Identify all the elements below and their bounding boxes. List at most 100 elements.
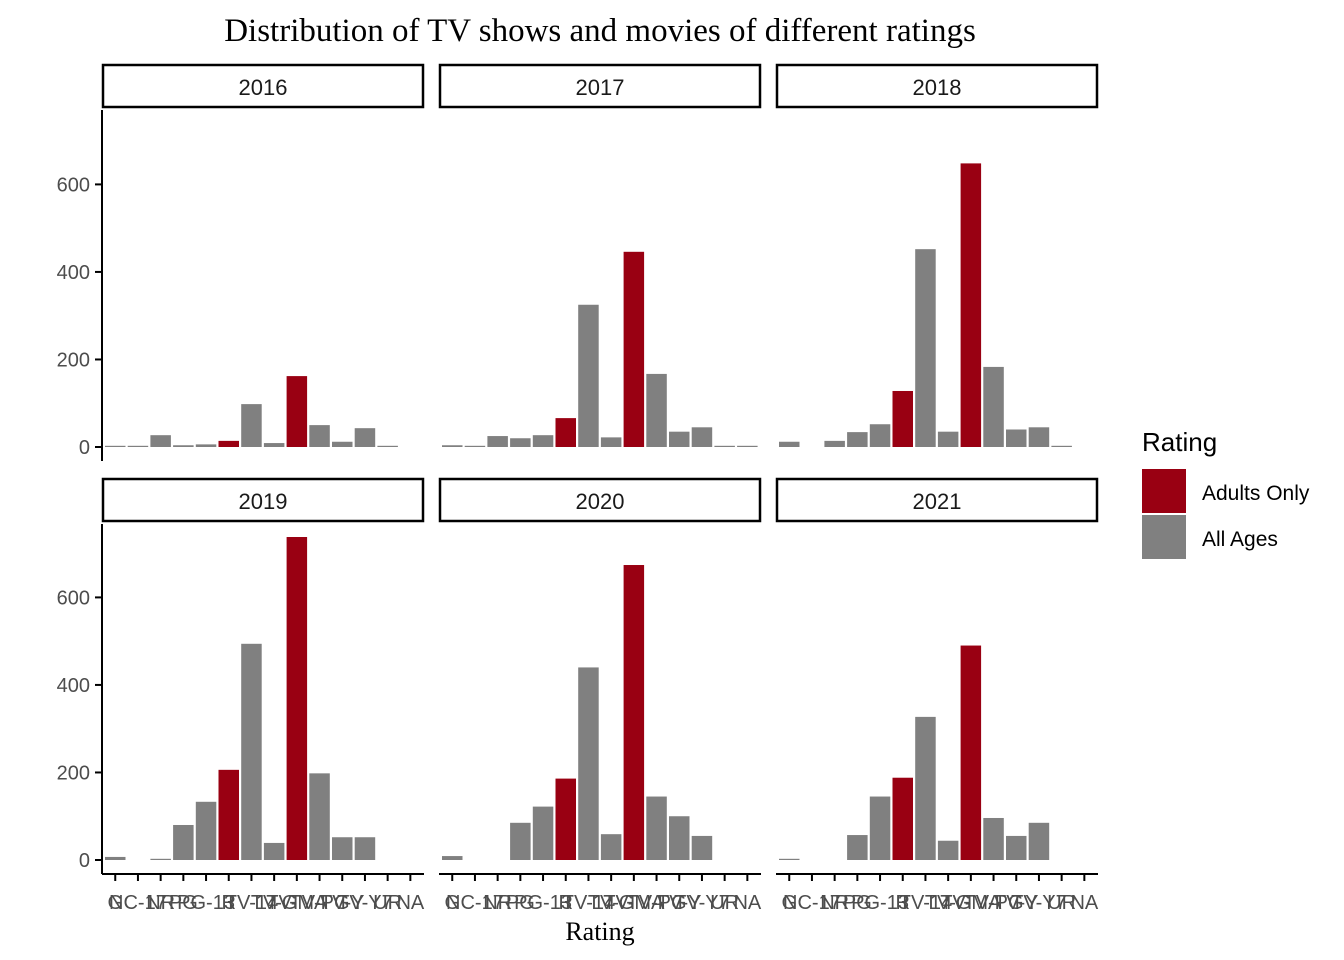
x-tick-label: UR	[373, 892, 402, 914]
x-tick-label: NC-17	[446, 892, 504, 914]
bar-2019-PG-13	[195, 801, 217, 860]
bar-2017-NC-17	[464, 445, 486, 447]
x-tick-label: NR	[483, 892, 512, 914]
bar-2018-TV-G	[937, 431, 959, 447]
x-tick-label: TV-14	[562, 892, 615, 914]
x-tick-label: UR	[1047, 892, 1076, 914]
bar-2019-PG	[173, 824, 194, 860]
facet-panel-2021: 2021 GNC-17NRPGPG-13RTV-14TV-GTV-MATV-PGT…	[775, 477, 1099, 914]
bar-2021-PG-13	[869, 796, 891, 860]
x-tick-label: PG	[506, 892, 535, 914]
facet-strip-label: 2021	[913, 489, 962, 514]
bar-2017-TV-G	[600, 437, 622, 447]
y-tick-label: 0	[79, 437, 90, 459]
x-tick-label: G	[781, 892, 797, 914]
x-tick-label: TV-Y7	[674, 892, 730, 914]
bar-2021-TV-G	[937, 840, 959, 860]
bar-2017-UR	[714, 445, 735, 447]
x-tick-label: R	[896, 892, 910, 914]
x-tick-label: TV-G	[925, 892, 972, 914]
x-tick-label: TV-MA	[266, 892, 328, 914]
bar-2016-PG-13	[195, 444, 217, 447]
bar-2021-TV-Y	[1006, 835, 1027, 860]
bar-2016-TV-Y	[332, 441, 353, 447]
bar-2020-TV-G	[600, 834, 622, 860]
bar-2017-TV-14	[578, 304, 599, 447]
bar-2016-TV-PG	[309, 425, 330, 447]
bar-2018-TV-Y	[1006, 429, 1027, 447]
bar-2016-R	[218, 440, 239, 447]
bar-2021-TV-MA	[960, 645, 982, 860]
bar-2018-NR	[824, 440, 845, 447]
bar-2020-TV-Y	[669, 816, 690, 860]
facet-strip-label: 2017	[576, 75, 625, 100]
facet-strip-label: 2018	[913, 75, 962, 100]
bar-2017-TV-Y7	[691, 427, 713, 447]
x-tick-label: G	[444, 892, 460, 914]
x-tick-label: PG-13	[514, 892, 572, 914]
x-tick-label: R	[559, 892, 573, 914]
facet-strip	[101, 477, 425, 523]
facet-strip	[775, 477, 1099, 523]
bar-2019-R	[218, 769, 239, 860]
bar-2018-R	[892, 390, 913, 447]
bar-2018-TV-PG	[983, 366, 1004, 447]
bar-2016-TV-G	[263, 443, 285, 447]
bar-2016-TV-Y7	[354, 428, 376, 447]
facet-strip	[775, 63, 1099, 109]
bar-2019-TV-Y	[332, 837, 353, 860]
x-tick-label: TV-PG	[627, 892, 687, 914]
bar-2020-R	[555, 778, 576, 860]
bar-2019-TV-MA	[286, 537, 308, 860]
bar-2021-TV-PG	[983, 817, 1004, 860]
bar-2018-TV-14	[915, 249, 936, 447]
bar-2017-NR	[487, 436, 508, 447]
x-tick-label: PG-13	[851, 892, 909, 914]
bar-2019-TV-PG	[309, 773, 330, 860]
x-axis-title: Rating	[565, 917, 634, 946]
bar-2017-TV-Y	[669, 431, 690, 447]
bar-2016-TV-14	[241, 404, 262, 447]
bar-2018-PG	[847, 432, 868, 447]
bar-2016-G	[105, 445, 126, 447]
legend-label: All Ages	[1202, 528, 1278, 551]
x-tick-label: R	[222, 892, 236, 914]
legend-title: Rating	[1142, 427, 1217, 457]
bar-2020-PG-13	[532, 806, 554, 860]
bar-2017-TV-PG	[646, 373, 667, 447]
bar-2018-G	[779, 441, 800, 447]
bar-2018-UR	[1051, 445, 1072, 447]
bar-2019-TV-G	[263, 842, 285, 860]
x-tick-label: TV-Y7	[337, 892, 393, 914]
x-tick-label: TV-14	[899, 892, 952, 914]
y-tick-label: 400	[57, 675, 90, 697]
x-tick-label: TV-PG	[290, 892, 350, 914]
bar-2018-PG-13	[869, 424, 891, 447]
x-tick-label: TV-G	[588, 892, 635, 914]
bar-2017-TV-MA	[623, 251, 645, 447]
facet-panel-2017: 2017	[438, 63, 762, 447]
bar-2016-NC-17	[127, 445, 149, 447]
bar-2021-PG	[847, 835, 868, 860]
bar-2016-PG	[173, 445, 194, 447]
bar-2017-PG-13	[532, 435, 554, 447]
bar-2020-PG	[510, 822, 531, 860]
bar-2019-TV-14	[241, 643, 262, 860]
bar-2019-TV-Y7	[354, 837, 376, 860]
legend-label: Adults Only	[1202, 482, 1310, 505]
bar-2021-TV-14	[915, 716, 936, 860]
x-tick-label: G	[107, 892, 123, 914]
x-tick-label: NR	[146, 892, 175, 914]
x-tick-label: NC-17	[109, 892, 167, 914]
facet-strip-label: 2016	[239, 75, 288, 100]
bar-2021-TV-Y7	[1028, 822, 1050, 860]
legend: Rating Adults Only All Ages	[1142, 427, 1310, 559]
x-tick-label: TV-MA	[940, 892, 1002, 914]
bar-2016-UR	[377, 445, 398, 447]
x-tick-label: NA	[733, 892, 761, 914]
x-tick-label: TV-Y	[994, 892, 1038, 914]
bar-2018-TV-Y7	[1028, 427, 1050, 447]
facet-panel-2019: 2019 GNC-17NRPGPG-13RTV-14TV-GTV-MATV-PGT…	[57, 477, 425, 914]
bar-2017-NA	[737, 445, 758, 447]
